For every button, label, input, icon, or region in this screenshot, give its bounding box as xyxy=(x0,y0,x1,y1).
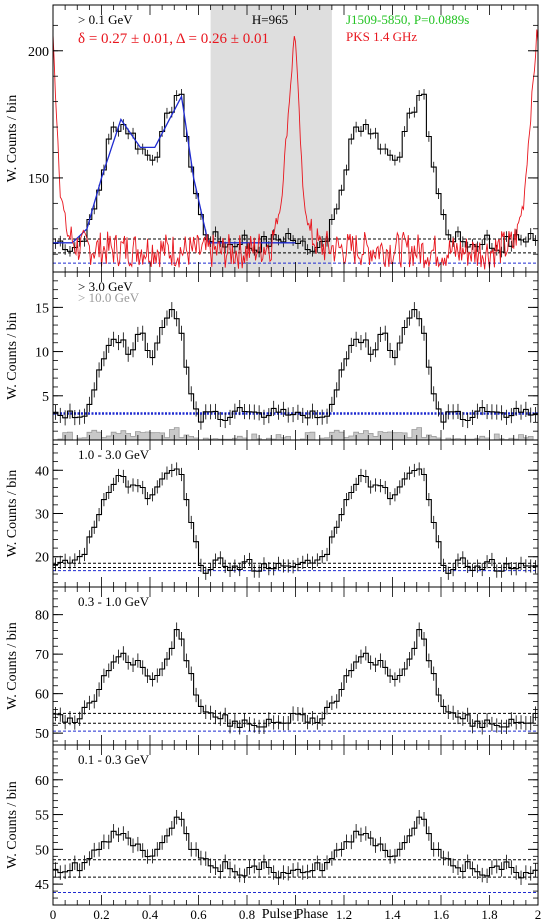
x-tick-label: 1.8 xyxy=(481,907,497,922)
y-tick-label: 70 xyxy=(35,648,49,663)
plot-area xyxy=(53,5,538,272)
panel-5: 45 50 55 60 W. Counts / bin 0.1 - 0.3 GeV xyxy=(5,744,539,906)
y-tick-label: 50 xyxy=(35,727,49,742)
radio-annotation: PKS 1.4 GHz xyxy=(346,29,417,44)
y-tick-label: 80 xyxy=(35,609,49,624)
panel-energy-label: 0.1 - 0.3 GeV xyxy=(78,752,150,767)
y-tick-label: 30 xyxy=(35,508,49,523)
plot-area xyxy=(53,809,538,893)
series-radio-line xyxy=(53,29,538,270)
series-hist-line xyxy=(53,309,538,423)
series-hist-line xyxy=(53,629,538,728)
x-tick-label: 2 xyxy=(535,907,542,922)
pulsar-annotation: J1509-5850, P=0.0889s xyxy=(346,12,469,27)
x-tick-label: 0.6 xyxy=(190,907,207,922)
series-hist-line xyxy=(53,816,538,879)
y-tick-label: 55 xyxy=(35,809,49,824)
x-tick-label: 0 xyxy=(50,907,57,922)
y-axis-label: W. Counts / bin xyxy=(5,470,20,557)
panel-3: 20 30 40 W. Counts / bin 1.0 - 3.0 GeV xyxy=(5,439,539,588)
y-tick-label: 15 xyxy=(35,301,49,316)
y-tick-label: 5 xyxy=(42,390,49,405)
y-tick-label: 20 xyxy=(35,551,49,566)
y-tick-label: 60 xyxy=(35,688,49,703)
series-hist-line xyxy=(53,468,538,574)
panel-1: 150 200 W. Counts / bin > 0.1 GeV δ = 0.27 ±… xyxy=(5,4,539,273)
panel-frame xyxy=(52,586,539,746)
panel-energy-label-2: > 10.0 GeV xyxy=(78,290,140,305)
y-axis-label: W. Counts / bin xyxy=(5,95,20,182)
plot-area xyxy=(53,302,538,440)
y-tick-label: 40 xyxy=(35,464,49,479)
x-tick-label: 0.4 xyxy=(142,907,159,922)
x-tick-label: 0.8 xyxy=(239,907,255,922)
x-tick-label: 1.2 xyxy=(336,907,352,922)
series-hist-line xyxy=(53,93,538,253)
plot-area xyxy=(53,622,538,735)
panel-4: 50 60 70 80 W. Counts / bin 0.3 - 1.0 GeV xyxy=(5,586,539,746)
panel-frame xyxy=(52,744,539,906)
y-tick-label: 60 xyxy=(35,774,49,789)
x-tick-label: 1 xyxy=(292,907,299,922)
x-tick-label: 1.6 xyxy=(433,907,450,922)
plot-area xyxy=(53,462,538,580)
series-fit-line xyxy=(53,94,296,244)
x-tick-label: 0.2 xyxy=(93,907,109,922)
panel-energy-label: 0.3 - 1.0 GeV xyxy=(78,594,150,609)
y-tick-label: 10 xyxy=(35,346,49,361)
y-tick-label: 50 xyxy=(35,843,49,858)
panel-energy-label: 1.0 - 3.0 GeV xyxy=(78,447,150,462)
htest-annotation: H=965 xyxy=(252,12,288,27)
y-tick-label: 45 xyxy=(35,878,49,893)
y-axis-label: W. Counts / bin xyxy=(5,312,20,399)
delta-annotation: δ = 0.27 ± 0.01, Δ = 0.26 ± 0.01 xyxy=(78,31,269,47)
y-tick-label: 150 xyxy=(28,172,49,187)
panel-energy-label: > 0.1 GeV xyxy=(78,12,133,27)
y-axis-label: W. Counts / bin xyxy=(5,781,20,868)
y-tick-label: 200 xyxy=(28,45,49,60)
x-tick-label: 1.4 xyxy=(384,907,401,922)
panel-energy-label: > 3.0 GeV xyxy=(78,279,133,294)
x-axis-label: Pulse Phase xyxy=(262,907,329,922)
panel-2: 5 10 15 W. Counts / bin > 3.0 GeV> 10.0 GeV xyxy=(5,271,539,441)
y-axis-label: W. Counts / bin xyxy=(5,622,20,709)
